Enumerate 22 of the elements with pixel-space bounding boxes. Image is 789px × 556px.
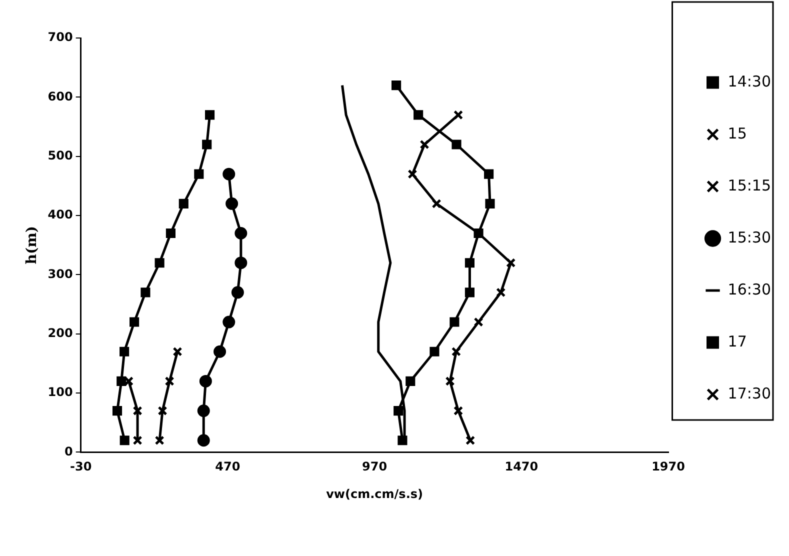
y-tick-label: 300 [48,266,73,281]
legend-label: 15:30 [728,228,772,246]
y-tick-label: 100 [48,385,73,400]
x-tick-label: 1970 [652,460,685,474]
legend-label: 14:30 [728,72,772,90]
x-tick-label: 470 [215,460,240,474]
x-tick-label: -30 [70,460,92,474]
x-axis-title: vw(cm.cm/s.s) [326,486,424,501]
y-tick-label: 400 [48,208,73,222]
legend-label: 17 [728,332,747,350]
y-tick-label: 0 [64,444,73,458]
y-tick-label: 200 [48,326,73,340]
legend-label: 15 [728,124,747,142]
legend-label: 16:30 [728,280,772,298]
legend-label: 15:15 [728,176,772,194]
y-tick-label: 500 [48,148,73,162]
y-axis-title: h(m) [24,226,40,264]
y-tick-label: 600 [48,89,73,104]
x-tick-label: 1470 [504,460,538,474]
x-tick-label: 970 [362,460,388,474]
y-tick-label: 700 [48,30,73,44]
legend-label: 17:30 [728,384,772,402]
